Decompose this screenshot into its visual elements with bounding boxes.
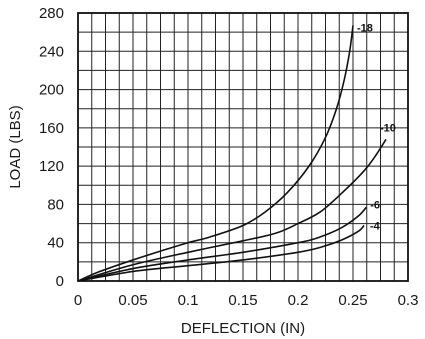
series-line-minus-18 xyxy=(77,25,354,282)
y-tick-label: 120 xyxy=(39,158,64,175)
x-tick-label: 0.1 xyxy=(178,292,199,309)
tick-labels: 0 0.05 0.1 0.15 0.2 0.25 0.3 0 40 80 120 160 200 240 2… xyxy=(39,5,418,309)
series-line-minus-6 xyxy=(77,206,367,282)
y-tick-label: 80 xyxy=(47,196,64,213)
x-tick-label: 0.2 xyxy=(288,292,309,309)
chart-series xyxy=(77,25,387,282)
x-tick-label: 0 xyxy=(74,292,82,309)
chart-grid xyxy=(78,13,408,281)
y-tick-label: 0 xyxy=(56,273,64,290)
y-tick-label: 40 xyxy=(47,235,64,252)
x-tick-label: 0.15 xyxy=(228,292,257,309)
series-labels: -18 -10 -6 -4 xyxy=(357,22,396,232)
y-axis-label: LOAD (LBS) xyxy=(7,105,24,188)
series-label: -18 xyxy=(357,22,373,34)
series-line-minus-4 xyxy=(77,224,365,282)
plot-frame xyxy=(77,12,409,282)
series-label: -10 xyxy=(380,122,396,134)
series-label: -6 xyxy=(370,199,380,211)
x-tick-label: 0.3 xyxy=(398,292,419,309)
plot-border xyxy=(77,12,409,282)
y-tick-label: 280 xyxy=(39,5,64,22)
series-label: -4 xyxy=(370,220,381,232)
x-tick-label: 0.05 xyxy=(118,292,147,309)
y-tick-label: 160 xyxy=(39,120,64,137)
y-tick-label: 240 xyxy=(39,43,64,60)
x-axis-label: DEFLECTION (IN) xyxy=(181,320,305,337)
series-line-minus-10 xyxy=(77,138,387,282)
y-tick-label: 200 xyxy=(39,82,64,99)
x-tick-label: 0.25 xyxy=(338,292,367,309)
